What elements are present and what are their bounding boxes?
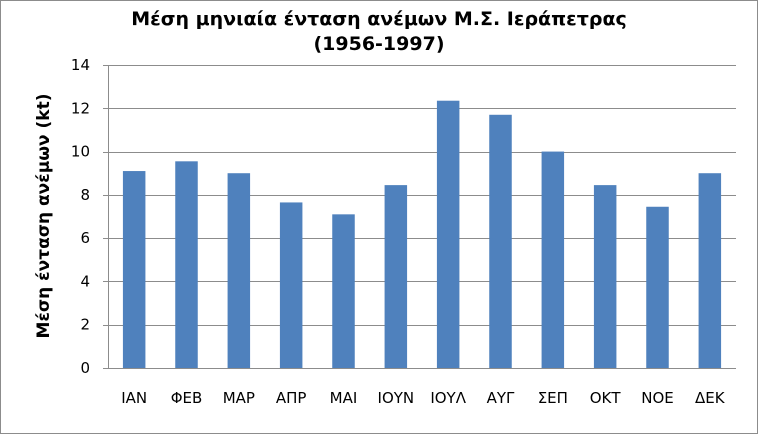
bar-6 [384,185,408,368]
bars [122,100,722,369]
y-tick-label: 8 [80,186,90,204]
y-axis-title: Μέση ένταση ανέμων (kt) [34,94,54,339]
x-tick-labels: ΙΑΝ ΦΕΒ ΜΑΡ ΑΠΡ ΜΑΙ ΙΟΥΝ ΙΟΥΛ ΑΥΓ ΣΕΠ ΟΚΤ ΝΟΕ ΔΕΚ [121,389,726,407]
bar-10 [593,185,617,368]
bar-11 [646,206,669,368]
bar-1 [122,171,146,368]
x-tick-label: ΝΟΕ [641,389,674,407]
x-tick-label: ΣΕΠ [538,389,568,407]
y-tick-label: 12 [71,99,90,117]
y-tick-label: 10 [71,143,90,161]
x-tick-label: ΟΚΤ [590,389,622,407]
bar-4 [279,202,303,368]
bar-9 [541,151,565,368]
gridlines [103,65,736,369]
y-tick-label: 0 [80,359,90,377]
x-tick-label: ΙΑΝ [121,389,147,407]
axes [108,65,736,369]
bar-8 [489,114,512,369]
x-tick-label: ΙΟΥΛ [430,389,466,407]
chart-title-line2: (1956-1997) [313,33,445,55]
bar-3 [227,173,251,368]
x-tick-label: ΑΠΡ [276,389,307,407]
x-tick-label: ΜΑΡ [223,389,255,407]
chart-title-line1: Μέση μηνιαία ένταση ανέμων Μ.Σ. Ιεράπετρ… [131,8,627,30]
y-tick-label: 14 [71,56,90,74]
bar-12 [698,173,722,368]
x-tick-label: ΦΕΒ [171,389,203,407]
bar-2 [175,161,198,368]
y-tick-label: 2 [80,316,90,334]
bar-5 [332,214,355,368]
x-tick-label: ΔΕΚ [695,389,726,407]
x-tick-label: ΙΟΥΝ [378,389,415,407]
y-tick-labels: 0 2 4 6 8 10 12 14 [71,56,90,377]
bar-7 [436,100,460,368]
y-tick-label: 4 [80,272,90,290]
x-tick-label: ΜΑΙ [330,389,358,407]
chart-title: Μέση μηνιαία ένταση ανέμων Μ.Σ. Ιεράπετρ… [1,7,757,57]
x-tick-label: ΑΥΓ [487,389,515,407]
y-tick-label: 6 [80,229,90,247]
